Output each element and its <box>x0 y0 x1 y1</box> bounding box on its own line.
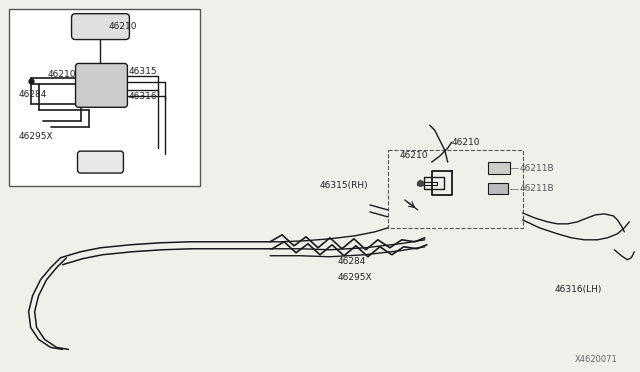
Bar <box>488 162 509 174</box>
Text: X4620071: X4620071 <box>575 355 618 364</box>
Text: 46210: 46210 <box>452 138 480 147</box>
Text: 46315(RH): 46315(RH) <box>320 180 369 189</box>
FancyBboxPatch shape <box>72 14 129 39</box>
Bar <box>388 150 522 228</box>
Text: 46210: 46210 <box>108 22 137 31</box>
Text: 46284: 46284 <box>19 90 47 99</box>
Text: 46210: 46210 <box>48 70 77 79</box>
Text: 46211B: 46211B <box>520 185 554 193</box>
Text: 46315: 46315 <box>129 67 157 76</box>
FancyBboxPatch shape <box>76 64 127 107</box>
Text: 46284: 46284 <box>338 257 366 266</box>
FancyBboxPatch shape <box>77 151 124 173</box>
Text: 46210: 46210 <box>400 151 428 160</box>
Text: 46295X: 46295X <box>19 132 53 141</box>
Text: 46295X: 46295X <box>338 273 372 282</box>
Text: 46316: 46316 <box>129 92 157 101</box>
Text: 46316(LH): 46316(LH) <box>554 285 602 294</box>
Text: 46211B: 46211B <box>520 164 554 173</box>
Bar <box>488 183 508 194</box>
Bar <box>9 9 200 186</box>
